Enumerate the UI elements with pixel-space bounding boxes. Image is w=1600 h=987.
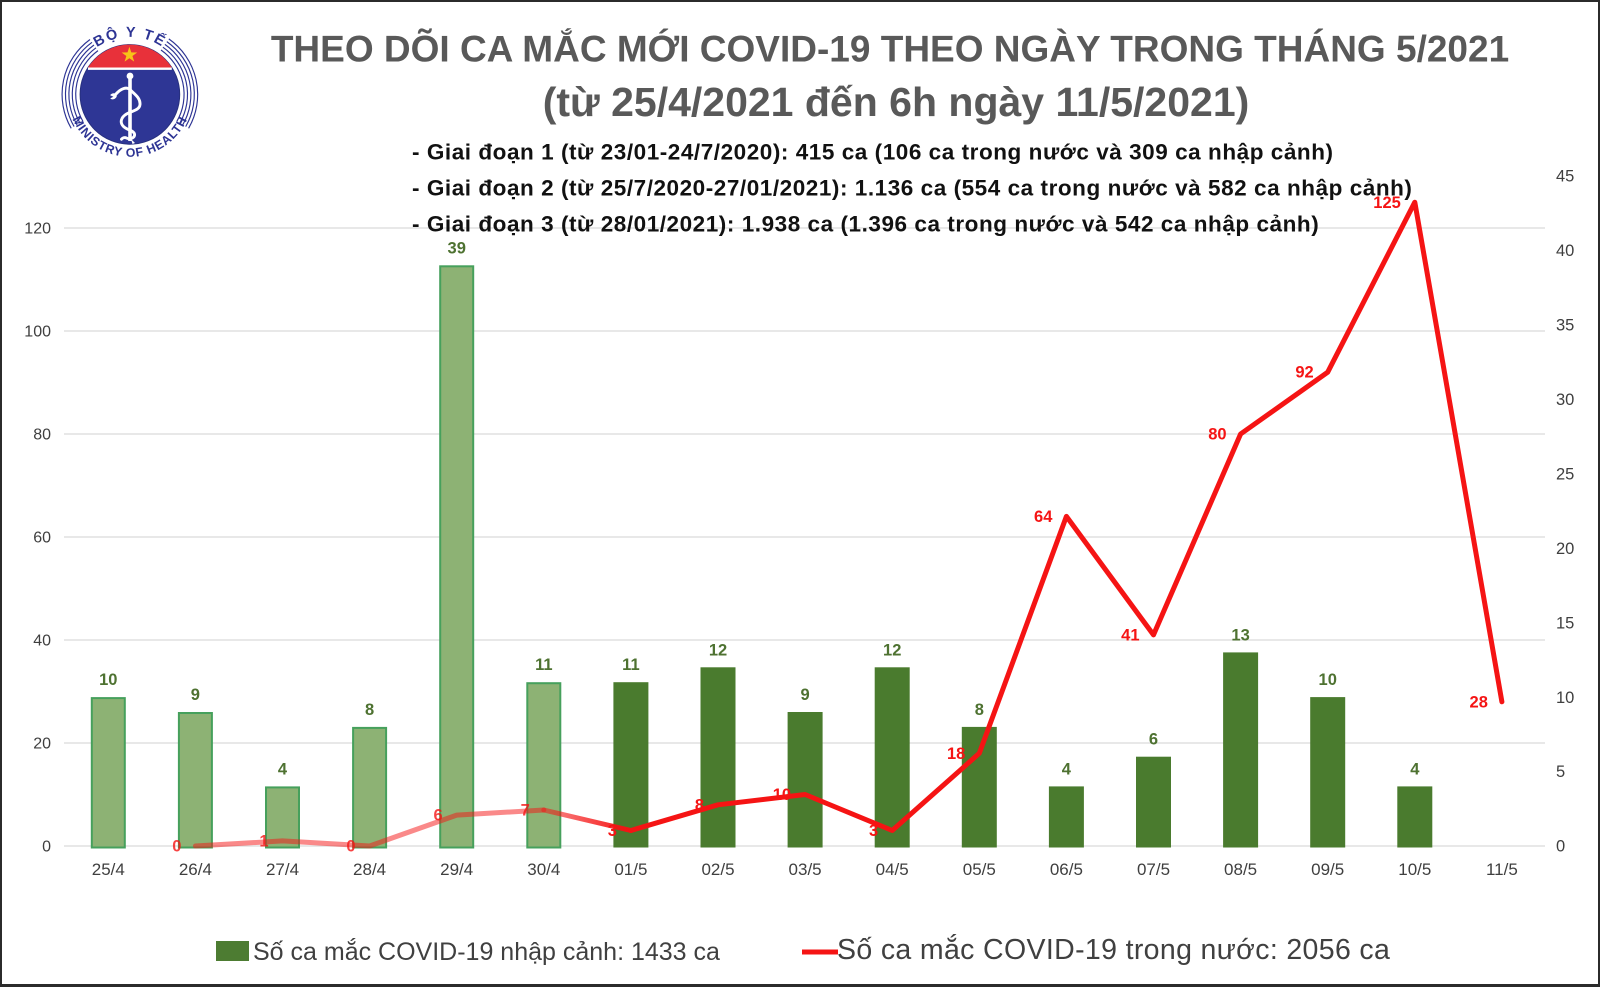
svg-text:9: 9 <box>801 686 810 704</box>
svg-text:30/4: 30/4 <box>527 860 560 879</box>
svg-text:80: 80 <box>33 427 51 444</box>
svg-text:03/5: 03/5 <box>789 860 822 879</box>
svg-text:13: 13 <box>1231 626 1249 644</box>
svg-text:10: 10 <box>99 671 117 689</box>
svg-text:18: 18 <box>947 745 965 763</box>
svg-text:06/5: 06/5 <box>1050 860 1083 879</box>
svg-text:(từ 25/4/2021 đến 6h ngày 11/5: (từ 25/4/2021 đến 6h ngày 11/5/2021) <box>543 79 1250 125</box>
svg-text:35: 35 <box>1556 317 1574 335</box>
svg-text:0: 0 <box>346 838 355 856</box>
svg-text:04/5: 04/5 <box>876 860 909 879</box>
svg-text:9: 9 <box>191 686 200 704</box>
svg-text:60: 60 <box>33 530 51 547</box>
svg-text:8: 8 <box>975 701 984 719</box>
svg-text:10: 10 <box>1319 671 1337 689</box>
svg-text:8: 8 <box>695 796 704 814</box>
svg-text:5: 5 <box>1556 763 1565 781</box>
svg-text:01/5: 01/5 <box>614 860 647 879</box>
svg-text:41: 41 <box>1121 626 1139 644</box>
svg-text:28/4: 28/4 <box>353 860 386 879</box>
svg-text:4: 4 <box>1410 760 1420 778</box>
svg-text:10: 10 <box>773 786 791 804</box>
svg-text:12: 12 <box>883 641 901 659</box>
svg-text:20: 20 <box>1556 540 1574 558</box>
svg-text:8: 8 <box>365 701 374 719</box>
svg-text:0: 0 <box>42 839 51 856</box>
svg-text:- Giai đoạn 2 (từ 25/7/2020-27: - Giai đoạn 2 (từ 25/7/2020-27/01/2021):… <box>412 176 1412 201</box>
svg-text:08/5: 08/5 <box>1224 860 1257 879</box>
svg-text:10: 10 <box>1556 689 1574 707</box>
svg-text:7: 7 <box>521 802 530 820</box>
svg-text:92: 92 <box>1295 364 1313 382</box>
svg-text:02/5: 02/5 <box>701 860 734 879</box>
svg-text:4: 4 <box>1062 760 1072 778</box>
svg-text:Số ca mắc COVID-19 trong nước:: Số ca mắc COVID-19 trong nước: 2056 ca <box>837 934 1390 966</box>
svg-text:27/4: 27/4 <box>266 860 299 879</box>
svg-text:07/5: 07/5 <box>1137 860 1170 879</box>
svg-text:28: 28 <box>1470 693 1488 711</box>
svg-text:12: 12 <box>709 641 727 659</box>
svg-text:Số ca mắc COVID-19 nhập cảnh:: Số ca mắc COVID-19 nhập cảnh: 1433 ca <box>253 937 720 966</box>
svg-text:64: 64 <box>1034 508 1053 526</box>
svg-text:100: 100 <box>24 324 51 341</box>
svg-text:11: 11 <box>622 656 639 674</box>
svg-text:30: 30 <box>1556 391 1574 409</box>
svg-text:0: 0 <box>172 838 181 856</box>
svg-text:10/5: 10/5 <box>1398 860 1431 879</box>
svg-text:26/4: 26/4 <box>179 860 212 879</box>
svg-text:39: 39 <box>448 239 466 257</box>
svg-text:THEO DÕI CA MẮC MỚI COVID-19 T: THEO DÕI CA MẮC MỚI COVID-19 THEO NGÀY T… <box>271 28 1509 70</box>
svg-text:45: 45 <box>1556 168 1574 186</box>
svg-text:- Giai đoạn 3 (từ 28/01/2021):: - Giai đoạn 3 (từ 28/01/2021): 1.938 ca … <box>412 212 1319 237</box>
svg-text:- Giai đoạn 1 (từ 23/01-24/7/2: - Giai đoạn 1 (từ 23/01-24/7/2020): 415 … <box>412 140 1334 165</box>
svg-text:3: 3 <box>869 822 878 840</box>
svg-text:0: 0 <box>1556 838 1565 856</box>
svg-text:25: 25 <box>1556 465 1574 483</box>
svg-text:40: 40 <box>33 633 51 650</box>
svg-text:09/5: 09/5 <box>1311 860 1344 879</box>
svg-text:40: 40 <box>1556 242 1574 260</box>
svg-text:80: 80 <box>1208 426 1226 444</box>
svg-text:6: 6 <box>434 807 443 825</box>
svg-text:1: 1 <box>259 832 268 850</box>
svg-text:120: 120 <box>24 221 51 238</box>
svg-text:05/5: 05/5 <box>963 860 996 879</box>
svg-text:4: 4 <box>278 760 288 778</box>
svg-text:25/4: 25/4 <box>92 860 125 879</box>
svg-text:29/4: 29/4 <box>440 860 473 879</box>
svg-text:11: 11 <box>535 656 552 674</box>
svg-text:6: 6 <box>1149 731 1158 749</box>
svg-text:20: 20 <box>33 736 51 753</box>
svg-text:11/5: 11/5 <box>1486 860 1518 879</box>
svg-text:3: 3 <box>608 822 617 840</box>
svg-text:125: 125 <box>1373 194 1401 212</box>
svg-text:15: 15 <box>1556 614 1574 632</box>
